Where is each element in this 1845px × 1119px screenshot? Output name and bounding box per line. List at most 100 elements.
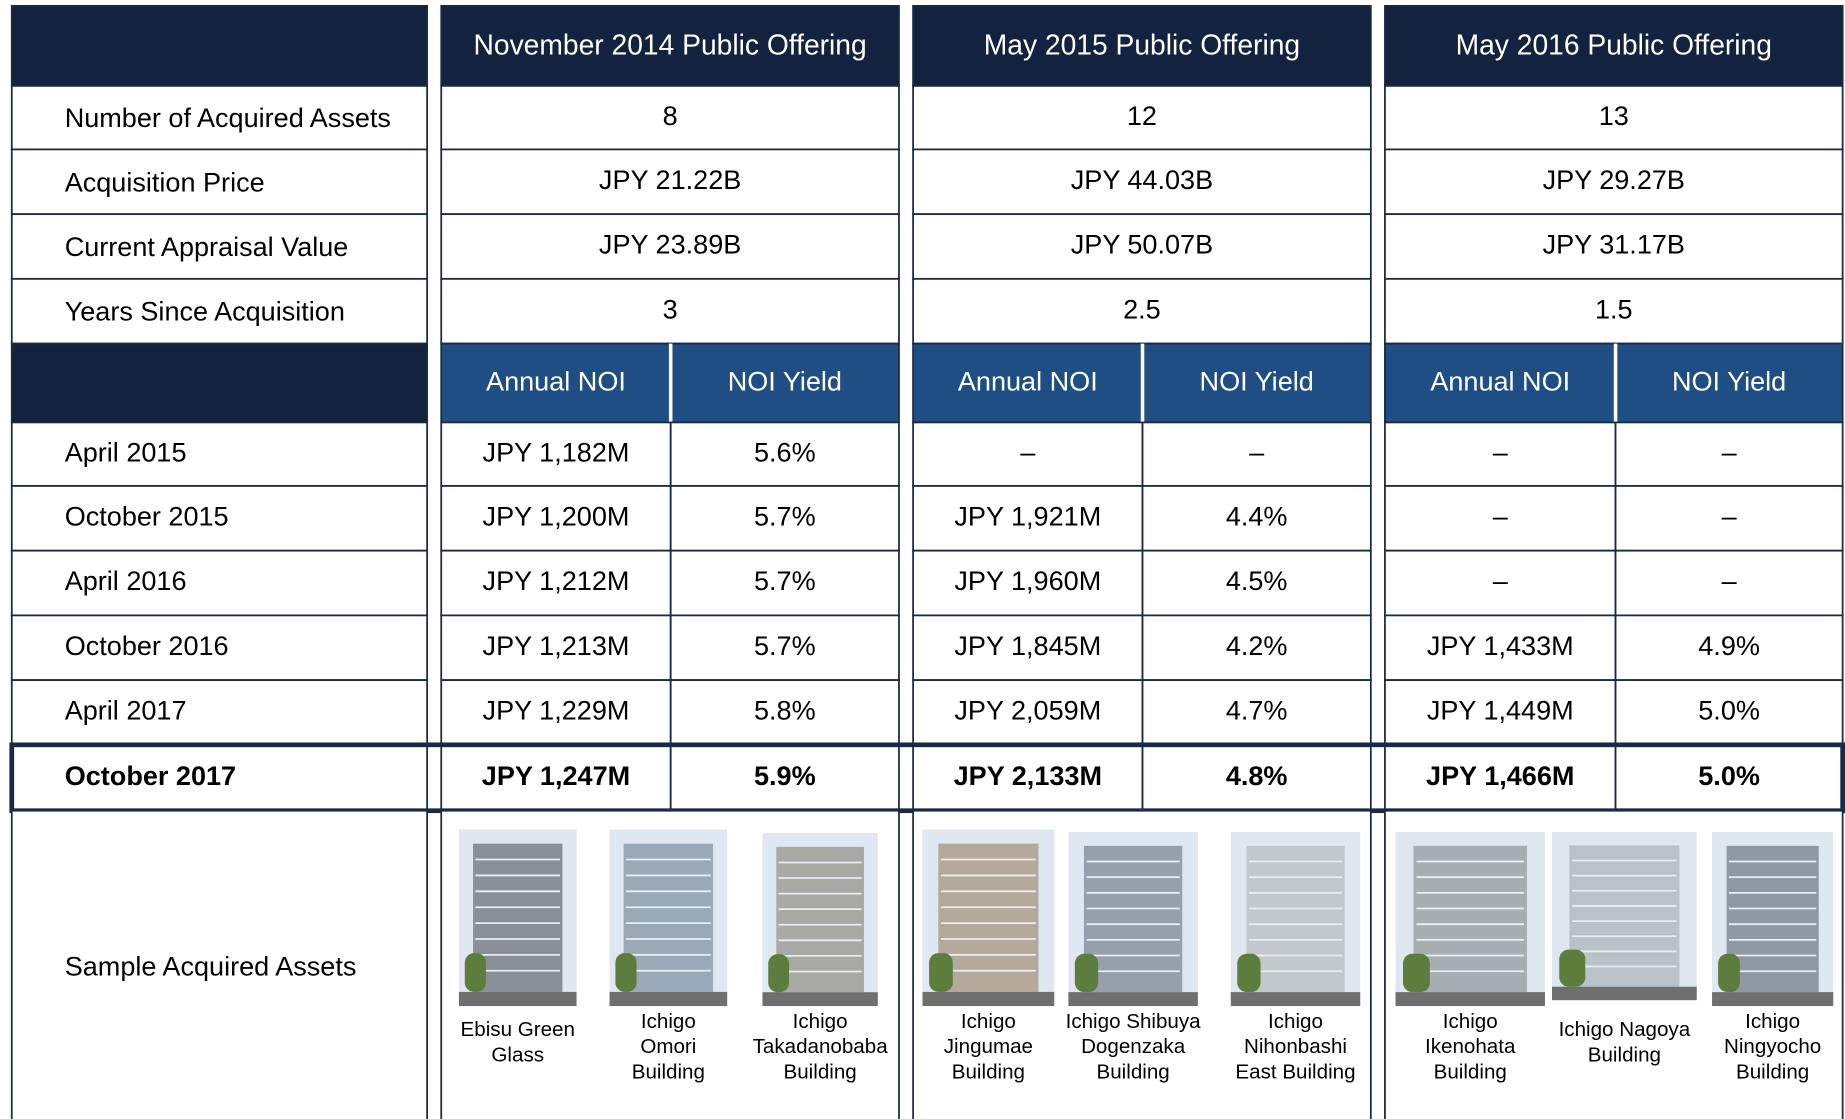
label-cell <box>10 85 429 151</box>
cell-value: JPY 1,449M <box>1427 696 1574 726</box>
asset-caption: Building <box>632 1061 705 1084</box>
asset-caption: Ebisu Green <box>461 1018 575 1041</box>
asset-caption: Building <box>952 1061 1025 1084</box>
photo-building <box>623 843 714 992</box>
subheader-cell <box>10 342 429 424</box>
value-cell <box>440 614 672 681</box>
photo-tree <box>768 954 789 993</box>
value-cell <box>669 679 900 746</box>
value-cell <box>669 614 900 681</box>
photo-building <box>938 843 1039 992</box>
cell-value: 13 <box>1599 101 1629 131</box>
asset-caption: Nihonbashi <box>1244 1035 1347 1058</box>
asset-caption: Ikenohata <box>1425 1035 1516 1058</box>
value-cell <box>1614 421 1844 487</box>
value-cell <box>912 213 1372 280</box>
value-cell <box>1614 485 1844 552</box>
value-cell <box>1141 549 1372 617</box>
photo-street <box>762 992 878 1007</box>
photo-street <box>609 991 728 1007</box>
cell-value: 5.7% <box>754 501 816 531</box>
subheader-text: Annual NOI <box>486 367 626 397</box>
value-cell <box>1141 614 1372 681</box>
row-label: Acquisition Price <box>65 167 265 197</box>
value-cell <box>912 148 1372 216</box>
cell-value: 2.5 <box>1123 294 1161 324</box>
photo-street <box>922 991 1055 1007</box>
value-cell <box>1384 549 1617 617</box>
row-label: Sample Acquired Assets <box>65 952 357 982</box>
photo-tree <box>1718 953 1740 993</box>
cell-value: 5.7% <box>754 566 816 596</box>
cell-value: JPY 1,845M <box>954 631 1101 661</box>
asset-caption: Ichigo <box>1745 1010 1800 1033</box>
value-cell <box>669 485 900 552</box>
row-label: Current Appraisal Value <box>65 232 349 262</box>
row-label: April 2016 <box>65 566 187 596</box>
label-cell <box>10 277 429 345</box>
cell-value: 4.2% <box>1226 631 1288 661</box>
asset-caption: Ichigo <box>1268 1010 1323 1033</box>
value-cell <box>1141 679 1372 746</box>
label-cell <box>10 549 429 617</box>
row-label: October 2017 <box>65 761 236 791</box>
photo-tree <box>615 953 637 992</box>
row-label: October 2016 <box>65 631 229 661</box>
value-cell <box>1384 679 1617 746</box>
asset-caption: Building <box>784 1061 857 1084</box>
header-text: November 2014 Public Offering <box>474 29 867 61</box>
cell-value: 3 <box>663 294 678 324</box>
subheader-cell <box>1614 342 1844 424</box>
value-cell <box>1384 614 1617 681</box>
value-cell <box>1384 148 1844 216</box>
cell-value: JPY 1,466M <box>1426 761 1574 791</box>
cell-value: 5.8% <box>754 696 816 726</box>
asset-caption: East Building <box>1235 1061 1355 1084</box>
asset-caption: Building <box>1097 1061 1170 1084</box>
cell-value: 5.6% <box>754 437 816 467</box>
header-cell <box>1384 5 1844 87</box>
cell-value: JPY 2,059M <box>954 696 1101 726</box>
asset-caption: Ichigo <box>961 1010 1016 1033</box>
asset-caption: Ningyocho <box>1724 1035 1821 1058</box>
asset-caption: Ichigo <box>793 1010 848 1033</box>
subheader-cell <box>1384 342 1617 424</box>
asset-caption: Ichigo Shibuya <box>1066 1010 1202 1033</box>
cell-value: – <box>1493 501 1509 531</box>
header-cell <box>912 5 1372 87</box>
cell-value: JPY 1,921M <box>954 501 1101 531</box>
value-cell <box>912 549 1144 617</box>
value-cell <box>912 85 1372 151</box>
cell-value: 1.5 <box>1595 294 1633 324</box>
asset-caption: Building <box>1588 1043 1661 1066</box>
value-cell <box>669 549 900 617</box>
photo-street <box>1552 986 1697 1001</box>
label-cell <box>10 809 429 1119</box>
photo-building <box>1569 845 1680 987</box>
photo-building <box>1246 845 1345 993</box>
cell-value: – <box>1493 437 1509 467</box>
asset-caption: Building <box>1736 1061 1809 1084</box>
label-cell <box>10 679 429 746</box>
photo-street <box>458 991 577 1007</box>
cell-value: 5.0% <box>1698 761 1760 791</box>
value-cell <box>440 277 900 345</box>
photo-building <box>776 846 864 993</box>
photo-tree <box>1074 953 1099 993</box>
row-label: Years Since Acquisition <box>65 297 345 327</box>
photo-building <box>1413 845 1528 993</box>
cell-value: JPY 1,433M <box>1427 631 1574 661</box>
row-label: Number of Acquired Assets <box>65 103 391 133</box>
value-cell <box>1614 743 1844 812</box>
row-label: April 2017 <box>65 696 187 726</box>
asset-caption: Ichigo <box>1443 1010 1498 1033</box>
row-label: April 2015 <box>65 437 187 467</box>
cell-value: 4.5% <box>1226 566 1288 596</box>
header-cell <box>10 5 429 87</box>
value-cell <box>440 679 672 746</box>
cell-value: JPY 23.89B <box>599 230 741 260</box>
cell-value: JPY 1,182M <box>483 437 630 467</box>
value-cell <box>669 421 900 487</box>
